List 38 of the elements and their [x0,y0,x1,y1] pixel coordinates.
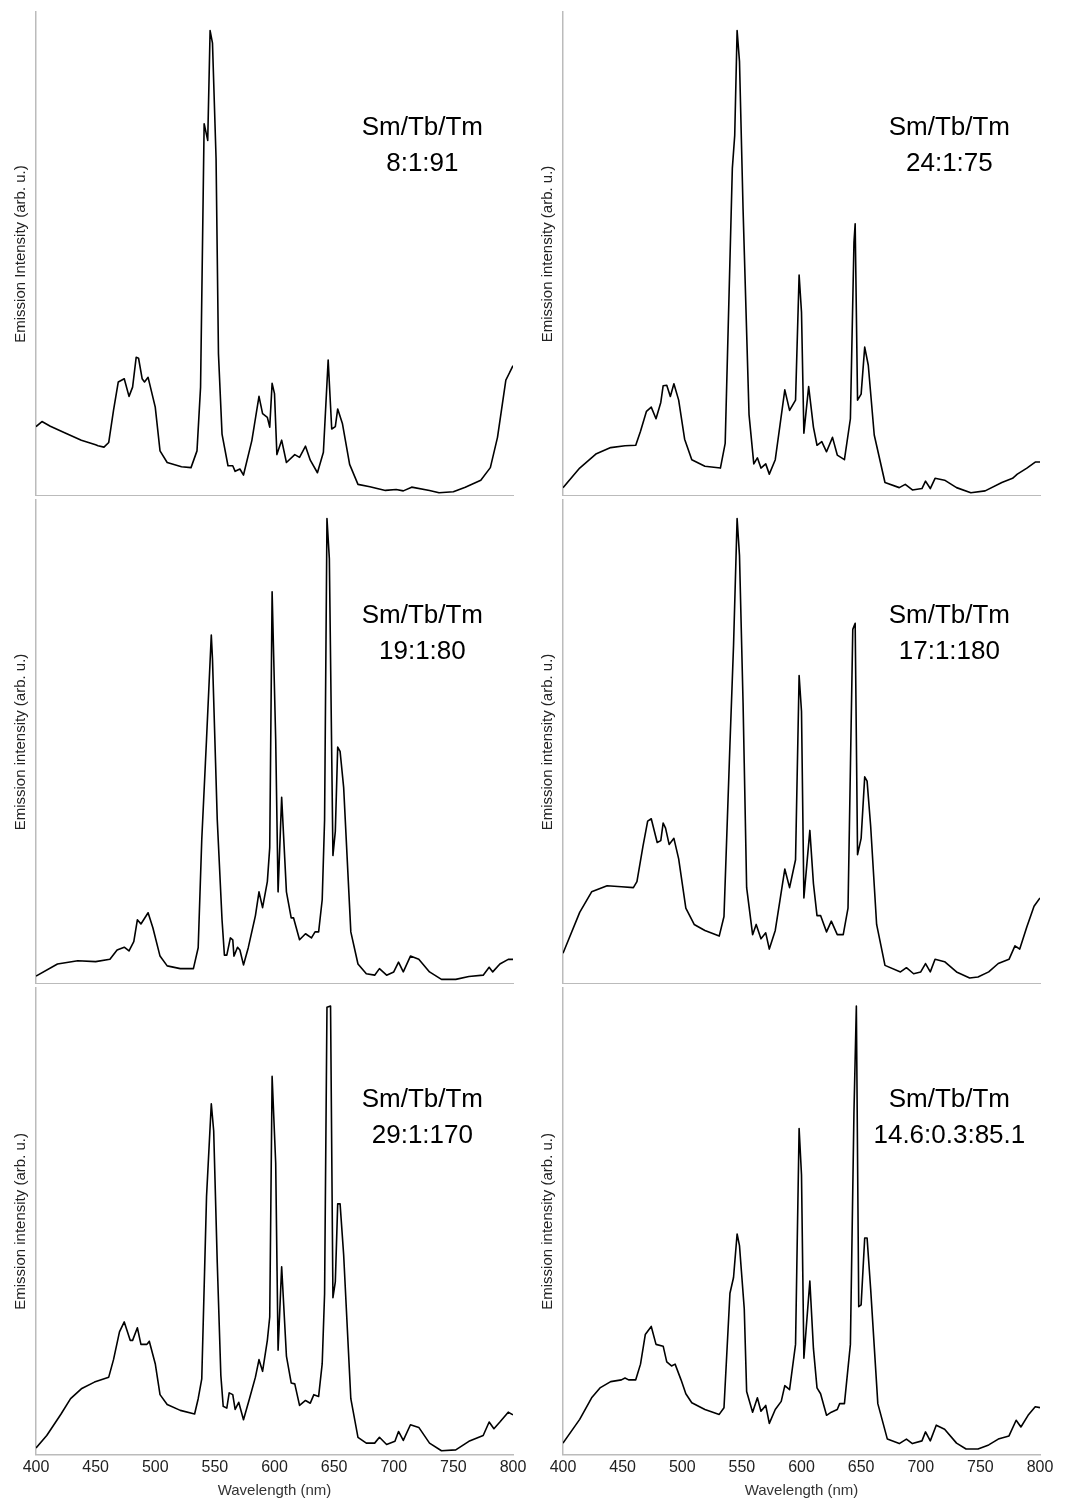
x-tick-label: 700 [380,1457,408,1475]
annotation: 8:1:91 [386,147,459,178]
annotation: Sm/Tb/Tm [361,1083,484,1114]
x-tick-label: 700 [907,1457,935,1475]
annotation: Sm/Tb/Tm [888,111,1011,142]
annotation: Sm/Tb/Tm [888,599,1011,630]
y-axis-title: Emission intensity (arb. u.) [11,653,29,831]
annotation: 29:1:170 [371,1119,473,1150]
annotation: 14.6:0.3:85.1 [873,1119,1026,1150]
annotation: Sm/Tb/Tm [888,1083,1011,1114]
y-axis-title: Emission intensity (arb. u.) [538,1133,556,1310]
annotation: Sm/Tb/Tm [361,111,484,142]
x-tick-label: 450 [82,1457,110,1475]
x-axis-title: Wavelength (nm) [744,1481,859,1499]
x-axis-title: Wavelength (nm) [217,1481,332,1499]
x-tick-label: 750 [440,1457,467,1475]
y-axis-title: Emission intensity (arb. u.) [538,165,556,343]
annotation: Sm/Tb/Tm [361,599,484,630]
y-axis-title: Emission intensity (arb. u.) [538,653,556,831]
x-tick-label: 650 [320,1457,348,1475]
x-tick-label: 500 [668,1457,696,1475]
x-tick-label: 600 [261,1457,288,1475]
y-axis-title: Emission intensity (arb. u.) [11,1133,29,1310]
annotation: 19:1:80 [378,635,466,666]
x-tick-label: 400 [22,1457,50,1475]
x-tick-label: 750 [967,1457,994,1475]
x-tick-label: 650 [847,1457,875,1475]
x-tick-label: 600 [788,1457,815,1475]
annotation: 17:1:180 [898,635,1000,666]
x-tick-label: 800 [1026,1457,1054,1475]
x-tick-label: 550 [728,1457,756,1475]
annotation: 24:1:75 [905,147,993,178]
x-tick-label: 550 [201,1457,229,1475]
x-tick-label: 800 [499,1457,527,1475]
x-tick-label: 450 [609,1457,637,1475]
x-tick-label: 500 [141,1457,169,1475]
y-axis-title: Emission Intensity (arb. u.) [11,165,29,343]
x-tick-label: 400 [549,1457,577,1475]
